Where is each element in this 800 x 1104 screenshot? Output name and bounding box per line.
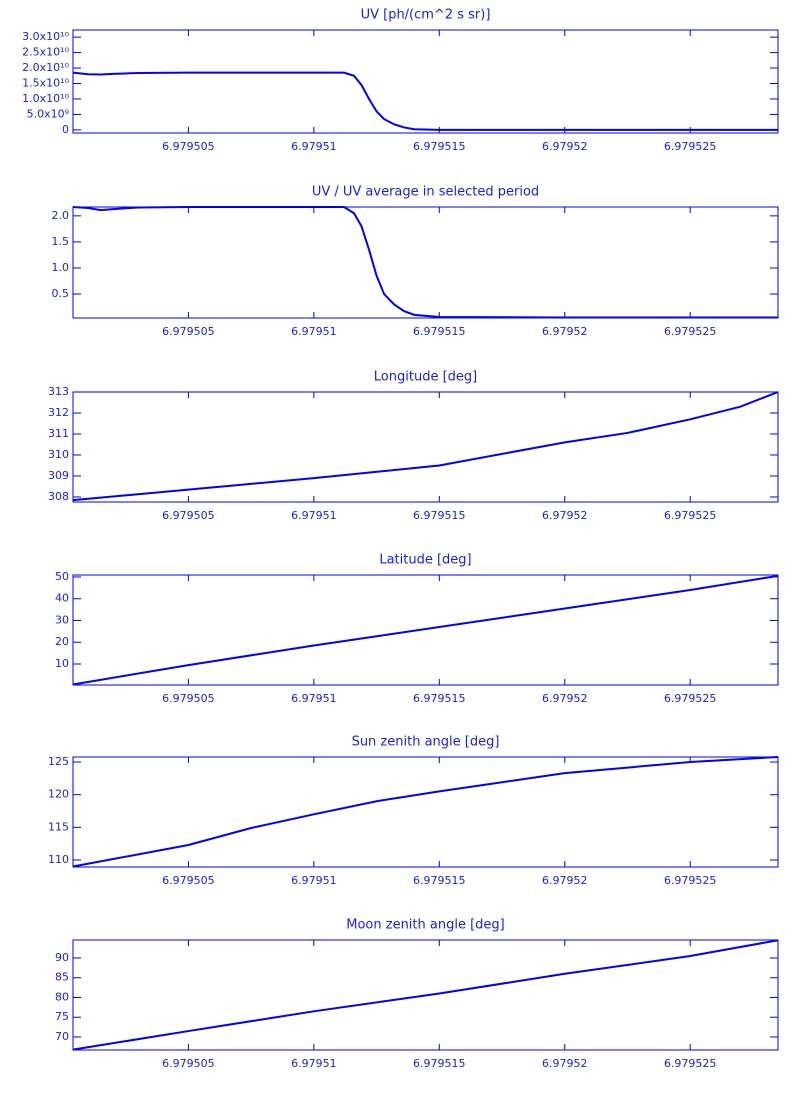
y-tick-label: 80 <box>55 990 69 1003</box>
y-tick-label: 70 <box>55 1030 69 1043</box>
data-line <box>72 391 779 502</box>
plot-frame <box>72 206 779 319</box>
x-tick-label: 6.979505 <box>162 1057 215 1070</box>
data-line <box>72 206 778 319</box>
panel-title: Latitude [deg] <box>379 553 471 568</box>
x-tick-label: 6.979525 <box>664 509 717 522</box>
x-tick-label: 6.979515 <box>413 509 466 522</box>
y-tick-label: 312 <box>48 406 69 419</box>
x-tick-label: 6.979515 <box>413 1057 466 1070</box>
y-tick-label: 0 <box>62 123 69 136</box>
data-line <box>72 71 778 131</box>
y-tick-label: 75 <box>55 1010 69 1023</box>
y-tick-label: 3.0x10¹⁰ <box>22 30 69 43</box>
y-tick-label: 5.0x10⁹ <box>27 107 69 120</box>
y-tick-label: 313 <box>48 385 69 398</box>
panel-title: UV [ph/(cm^2 s sr)] <box>361 8 491 23</box>
y-tick-label: 110 <box>48 853 69 866</box>
y-tick-label: 50 <box>55 570 69 583</box>
x-tick-label: 6.979505 <box>162 692 215 705</box>
x-tick-label: 6.97951 <box>291 692 337 705</box>
x-tick-label: 6.97952 <box>542 140 588 153</box>
y-tick-label: 40 <box>55 592 69 605</box>
x-tick-label: 6.979525 <box>664 874 717 887</box>
x-tick-label: 6.979505 <box>162 325 215 338</box>
panel-title: UV / UV average in selected period <box>312 185 539 200</box>
y-tick-label: 1.5 <box>52 235 70 248</box>
y-tick-label: 1.0 <box>52 261 70 274</box>
y-tick-label: 2.0 <box>52 209 70 222</box>
x-tick-label: 6.97951 <box>291 509 337 522</box>
y-tick-label: 2.5x10¹⁰ <box>22 46 69 59</box>
x-tick-label: 6.97952 <box>542 874 588 887</box>
y-tick-label: 20 <box>55 635 69 648</box>
y-tick-label: 308 <box>48 490 69 503</box>
y-tick-label: 120 <box>48 788 69 801</box>
x-tick-label: 6.979505 <box>162 874 215 887</box>
y-tick-label: 90 <box>55 951 69 964</box>
data-line <box>72 574 779 686</box>
y-tick-label: 2.0x10¹⁰ <box>22 61 69 74</box>
x-tick-label: 6.97951 <box>291 1057 337 1070</box>
x-tick-label: 6.979515 <box>413 140 466 153</box>
y-tick-label: 1.0x10¹⁰ <box>22 92 69 105</box>
x-tick-label: 6.979515 <box>413 325 466 338</box>
y-tick-label: 311 <box>48 427 69 440</box>
x-tick-label: 6.97952 <box>542 325 588 338</box>
y-tick-label: 30 <box>55 613 69 626</box>
data-line <box>72 756 779 868</box>
x-tick-label: 6.97952 <box>542 509 588 522</box>
x-tick-label: 6.97952 <box>542 1057 588 1070</box>
x-tick-label: 6.97952 <box>542 692 588 705</box>
y-tick-label: 310 <box>48 448 69 461</box>
x-tick-label: 6.97951 <box>291 140 337 153</box>
plot-frame <box>72 574 779 686</box>
x-tick-label: 6.979525 <box>664 325 717 338</box>
x-tick-label: 6.979515 <box>413 874 466 887</box>
x-tick-label: 6.979525 <box>664 692 717 705</box>
plot-frame <box>72 756 779 868</box>
x-tick-label: 6.97951 <box>291 874 337 887</box>
y-tick-label: 1.5x10¹⁰ <box>22 77 69 90</box>
y-tick-label: 115 <box>48 820 69 833</box>
y-tick-label: 309 <box>48 469 69 482</box>
x-tick-label: 6.979515 <box>413 692 466 705</box>
panel-title: Sun zenith angle [deg] <box>352 735 500 750</box>
plot-frame <box>72 939 779 1051</box>
x-tick-label: 6.979505 <box>162 509 215 522</box>
y-tick-label: 85 <box>55 971 69 984</box>
x-tick-label: 6.97951 <box>291 325 337 338</box>
panel-title: Longitude [deg] <box>374 370 477 385</box>
x-tick-label: 6.979525 <box>664 140 717 153</box>
plot-frame <box>72 391 779 503</box>
y-tick-label: 0.5 <box>52 287 70 300</box>
panel-title: Moon zenith angle [deg] <box>346 918 504 933</box>
plot-frame <box>72 29 779 134</box>
x-tick-label: 6.979505 <box>162 140 215 153</box>
y-tick-label: 10 <box>55 657 69 670</box>
y-tick-label: 125 <box>48 755 69 768</box>
x-tick-label: 6.979525 <box>664 1057 717 1070</box>
data-line <box>72 939 779 1051</box>
